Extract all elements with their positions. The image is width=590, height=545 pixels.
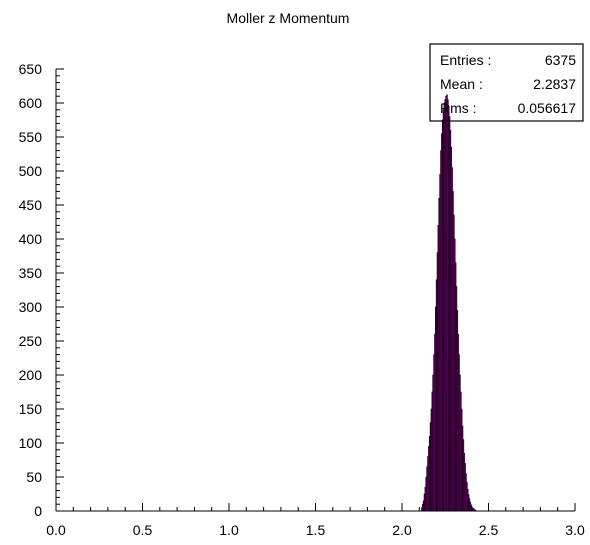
x-tick-label: 1.0 bbox=[219, 522, 239, 538]
stats-label: Rms : bbox=[440, 100, 477, 116]
stats-box-frame bbox=[429, 43, 584, 122]
stats-label: Entries : bbox=[440, 52, 491, 68]
y-tick-label: 600 bbox=[19, 95, 43, 111]
y-tick-label: 0 bbox=[34, 503, 42, 519]
y-tick-label: 650 bbox=[19, 61, 43, 77]
x-tick-label: 2.0 bbox=[392, 522, 412, 538]
stats-value: 6375 bbox=[545, 52, 576, 68]
y-tick-label: 150 bbox=[19, 401, 43, 417]
y-tick-label: 550 bbox=[19, 129, 43, 145]
chart-title: Moller z Momentum bbox=[227, 10, 350, 26]
histogram-bars bbox=[421, 94, 477, 512]
y-tick-label: 450 bbox=[19, 197, 43, 213]
x-tick-label: 1.5 bbox=[306, 522, 326, 538]
y-tick-label: 350 bbox=[19, 265, 43, 281]
y-tick-label: 250 bbox=[19, 333, 43, 349]
stats-value: 0.056617 bbox=[518, 100, 577, 116]
y-tick-label: 300 bbox=[19, 299, 43, 315]
y-tick-label: 50 bbox=[26, 469, 42, 485]
y-tick-label: 500 bbox=[19, 163, 43, 179]
axes: 0.0 0.5 1.0 1.5 2.0 2.5 3.0 0 50 100 150 200 250 300 3… bbox=[19, 61, 585, 538]
y-tick-label: 400 bbox=[19, 231, 43, 247]
stats-label: Mean : bbox=[440, 76, 483, 92]
stats-value: 2.2837 bbox=[533, 76, 576, 92]
x-tick-label: 2.5 bbox=[479, 522, 499, 538]
y-tick-label: 200 bbox=[19, 367, 43, 383]
x-tick-label: 0.0 bbox=[46, 522, 66, 538]
y-tick-label: 100 bbox=[19, 435, 43, 451]
stats-box: Entries : 6375 Mean : 2.2837 Rms : 0.056617 bbox=[429, 43, 584, 122]
x-tick-label: 3.0 bbox=[565, 522, 585, 538]
x-tick-label: 0.5 bbox=[133, 522, 153, 538]
